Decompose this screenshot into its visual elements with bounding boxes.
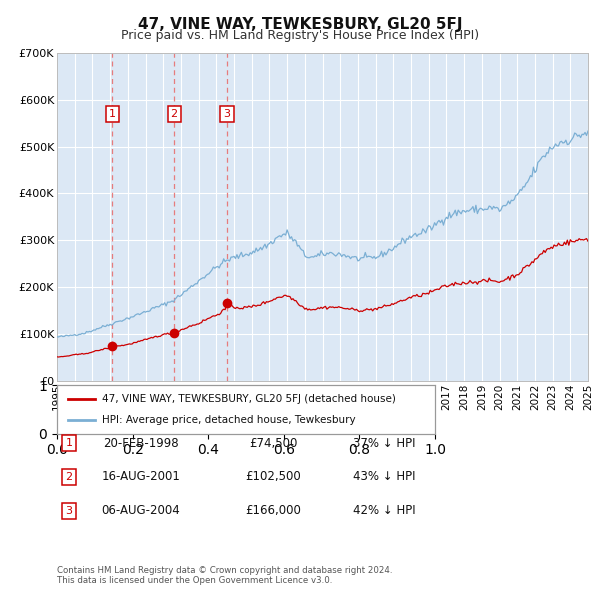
Text: 3: 3 xyxy=(65,506,73,516)
Text: 2: 2 xyxy=(65,472,73,481)
Text: Contains HM Land Registry data © Crown copyright and database right 2024.
This d: Contains HM Land Registry data © Crown c… xyxy=(57,566,392,585)
Text: 1: 1 xyxy=(109,109,116,119)
Text: Price paid vs. HM Land Registry's House Price Index (HPI): Price paid vs. HM Land Registry's House … xyxy=(121,30,479,42)
Text: 42% ↓ HPI: 42% ↓ HPI xyxy=(353,504,415,517)
Text: 3: 3 xyxy=(223,109,230,119)
Text: 47, VINE WAY, TEWKESBURY, GL20 5FJ: 47, VINE WAY, TEWKESBURY, GL20 5FJ xyxy=(138,17,462,31)
Text: £102,500: £102,500 xyxy=(245,470,301,483)
Text: £74,500: £74,500 xyxy=(249,437,297,450)
Text: 16-AUG-2001: 16-AUG-2001 xyxy=(101,470,181,483)
Text: 20-FEB-1998: 20-FEB-1998 xyxy=(103,437,179,450)
Text: £166,000: £166,000 xyxy=(245,504,301,517)
Text: 2: 2 xyxy=(170,109,178,119)
Text: 1: 1 xyxy=(65,438,73,448)
Text: 06-AUG-2004: 06-AUG-2004 xyxy=(101,504,181,517)
Text: HPI: Average price, detached house, Tewkesbury: HPI: Average price, detached house, Tewk… xyxy=(103,415,356,425)
Text: 43% ↓ HPI: 43% ↓ HPI xyxy=(353,470,415,483)
Text: 47, VINE WAY, TEWKESBURY, GL20 5FJ (detached house): 47, VINE WAY, TEWKESBURY, GL20 5FJ (deta… xyxy=(103,394,396,404)
Text: 37% ↓ HPI: 37% ↓ HPI xyxy=(353,437,415,450)
